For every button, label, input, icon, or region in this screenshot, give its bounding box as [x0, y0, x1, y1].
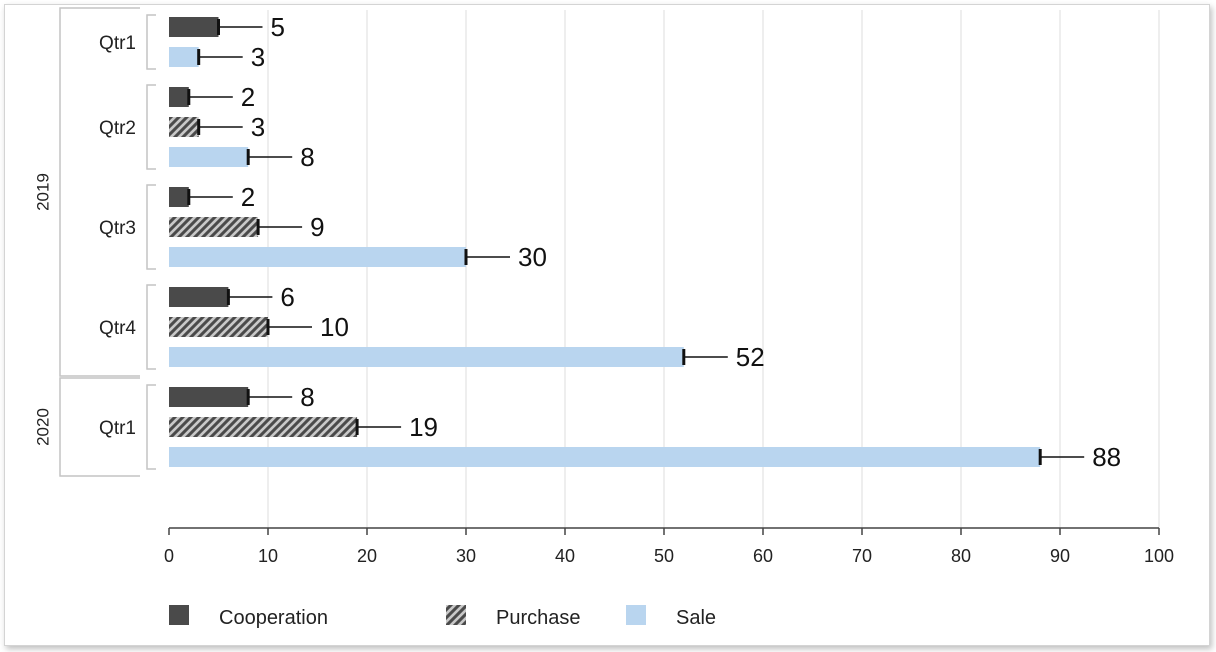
quarter-label-2019-qtr1: Qtr1 [99, 33, 136, 54]
quarter-bracket-2019-qtr3 [146, 184, 156, 270]
legend-swatch-cooperation [169, 605, 189, 625]
bar-2019-qtr2-sale [169, 147, 249, 167]
legend-swatch-purchase [446, 605, 466, 625]
quarter-bracket-2019-qtr4 [146, 284, 156, 370]
x-tick-label-100: 100 [1144, 546, 1174, 566]
x-tick-label-40: 40 [555, 546, 575, 566]
x-tick-label-50: 50 [654, 546, 674, 566]
x-tick-label-10: 10 [258, 546, 278, 566]
x-axis: 0 10 20 30 40 50 60 70 80 90 100 [164, 527, 1174, 566]
bar-2020-qtr1-cooperation [169, 387, 249, 407]
bar-2019-qtr3-cooperation [169, 187, 189, 207]
data-label-2020-qtr1-purchase: 19 [409, 412, 438, 442]
legend-label-sale: Sale [676, 607, 716, 629]
data-label-2019-qtr4-sale: 52 [736, 342, 765, 372]
year-bracket-2019 [59, 7, 140, 377]
data-label-2019-qtr2-purchase: 3 [251, 112, 265, 142]
x-tick-label-30: 30 [456, 546, 476, 566]
x-tick-label-0: 0 [164, 546, 174, 566]
data-label-2019-qtr2-sale: 8 [300, 142, 314, 172]
bar-2019-qtr2-purchase [169, 117, 199, 137]
bar-2019-qtr1-sale [169, 47, 199, 67]
x-tick-label-90: 90 [1050, 546, 1070, 566]
quarter-bracket-2020-qtr1 [146, 384, 156, 470]
bar-2019-qtr4-cooperation [169, 287, 229, 307]
legend-swatch-sale [626, 605, 646, 625]
data-label-2019-qtr4-purchase: 10 [320, 312, 349, 342]
bar-2019-qtr4-sale [169, 347, 684, 367]
x-tick-label-80: 80 [951, 546, 971, 566]
quarter-bracket-2019-qtr1 [146, 14, 156, 70]
bar-2019-qtr4-purchase [169, 317, 268, 337]
data-label-2019-qtr1-sale: 3 [251, 42, 265, 72]
data-label-2019-qtr3-sale: 30 [518, 242, 547, 272]
x-tick-label-60: 60 [753, 546, 773, 566]
bar-2019-qtr3-sale [169, 247, 466, 267]
year-label-2019: 2019 [33, 173, 52, 211]
bar-2020-qtr1-purchase [169, 417, 358, 437]
legend-label-cooperation: Cooperation [219, 607, 328, 629]
data-label-2020-qtr1-sale: 88 [1092, 442, 1121, 472]
data-label-2019-qtr3-purchase: 9 [310, 212, 324, 242]
quarter-bracket-2019-qtr2 [146, 84, 156, 170]
data-label-2019-qtr2-cooperation: 2 [241, 82, 255, 112]
legend-label-purchase: Purchase [496, 607, 581, 629]
bar-2020-qtr1-sale [169, 447, 1041, 467]
data-label-2019-qtr4-cooperation: 6 [280, 282, 294, 312]
x-tick-label-70: 70 [852, 546, 872, 566]
data-label-2019-qtr3-cooperation: 2 [241, 182, 255, 212]
quarter-label-2019-qtr2: Qtr2 [99, 118, 136, 139]
bar-2019-qtr3-purchase [169, 217, 259, 237]
year-label-2020: 2020 [33, 408, 52, 446]
quarter-label-2020-qtr1: Qtr1 [99, 418, 136, 439]
data-label-2019-qtr1-cooperation: 5 [271, 12, 285, 42]
bar-2019-qtr1-cooperation [169, 17, 219, 37]
data-label-2020-qtr1-cooperation: 8 [300, 382, 314, 412]
quarter-label-2019-qtr4: Qtr4 [99, 318, 136, 339]
legend: Cooperation Purchase Sale [169, 605, 716, 629]
bar-2019-qtr2-cooperation [169, 87, 189, 107]
category-brackets: Qtr1 Qtr2 Qtr3 Qtr4 2019 Qtr1 2020 [33, 7, 156, 477]
quarter-label-2019-qtr3: Qtr3 [99, 218, 136, 239]
year-bracket-2020 [59, 377, 140, 477]
grid-lines [267, 10, 1160, 528]
x-tick-label-20: 20 [357, 546, 377, 566]
